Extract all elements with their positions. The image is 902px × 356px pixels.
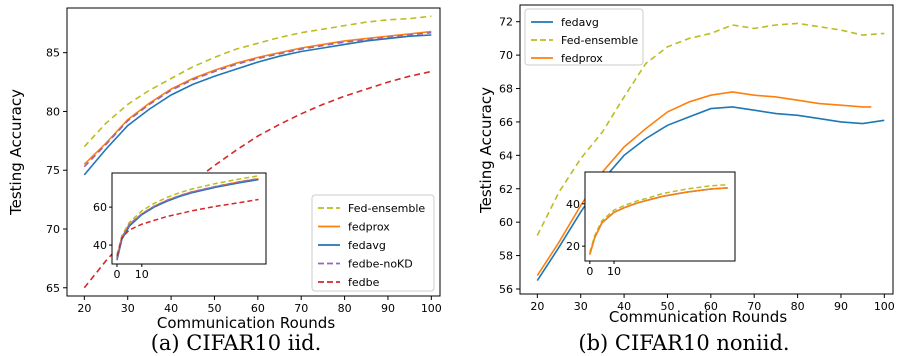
- chart-b-xlabel: Communication Rounds: [609, 308, 787, 326]
- chart-a-xtick-label: 80: [338, 302, 352, 315]
- chart-b-xtick-label: 20: [530, 300, 544, 313]
- chart-a-xtick-label: 90: [381, 302, 395, 315]
- chart-a-legend-label-fedprox: fedprox: [348, 221, 390, 234]
- chart-a-legend-label-fedavg: fedavg: [348, 239, 386, 252]
- chart-b-xtick-label: 80: [791, 300, 805, 313]
- chart-a-series-fedprox: [83, 30, 432, 165]
- chart-b-legend-label-fedavg: fedavg: [561, 16, 599, 29]
- chart-a-inset-xtick-label: 10: [135, 268, 149, 281]
- chart-a-frame: [66, 7, 441, 297]
- chart-b-inset: 0 10 20 40: [566, 171, 736, 278]
- chart-a-ytick-label: 65: [46, 282, 60, 295]
- chart-b-inset-series-fed-ensemble: [589, 183, 728, 253]
- chart-a-ylabel: Testing Accuracy: [7, 89, 25, 216]
- chart-a-legend-box: [311, 194, 435, 292]
- chart-b-inset-ytick-label: 20: [566, 240, 580, 253]
- chart-a-xtick-label: 70: [294, 302, 308, 315]
- chart-a-xtick-label: 20: [77, 302, 91, 315]
- chart-a-inset-ytick-label: 60: [93, 201, 107, 214]
- chart-b-ytick-label: 70: [499, 49, 513, 62]
- chart-b-xtick-label: 50: [660, 300, 674, 313]
- chart-a-inset-series-fedbe: [116, 198, 259, 257]
- chart-a-ytick-label: 70: [46, 223, 60, 236]
- chart-b-ytick-label: 64: [499, 149, 513, 162]
- chart-b-xtick-label: 90: [834, 300, 848, 313]
- chart-a-inset: 0 10 40 60: [93, 172, 267, 281]
- chart-b-inset-ytick-label: 40: [566, 198, 580, 211]
- chart-b-inset-xtick-label: 0: [586, 265, 593, 278]
- chart-a-series-fedavg: [83, 34, 432, 176]
- chart-b-xtick-label: 30: [574, 300, 588, 313]
- chart-b-ytick-label: 68: [499, 83, 513, 96]
- chart-b-xtick-label: 70: [747, 300, 761, 313]
- chart-a-ytick-label: 85: [46, 47, 60, 60]
- chart-b-legend-box: [524, 8, 644, 66]
- chart-b-caption: (b) CIFAR10 noniid.: [578, 331, 789, 355]
- chart-a-series-fed-ensemble: [83, 15, 432, 148]
- chart-a-ytick-label: 75: [46, 164, 60, 177]
- chart-b-ytick-label: 56: [499, 283, 513, 296]
- chart-a-inset-series-fedbe-nokd: [116, 177, 259, 259]
- chart-b-legend: fedavg Fed-ensemble fedprox: [524, 8, 644, 66]
- chart-a-xtick-label: 50: [207, 302, 221, 315]
- chart-b-ytick-label: 72: [499, 16, 513, 29]
- chart-b-legend-label-fed-ensemble: Fed-ensemble: [561, 34, 638, 47]
- chart-a-inset-series-fed-ensemble: [116, 175, 259, 255]
- chart-a-xtick-label: 100: [421, 302, 442, 315]
- chart-a-inset-ytick-label: 40: [93, 239, 107, 252]
- chart-a-xlabel: Communication Rounds: [157, 314, 335, 332]
- chart-a-caption: (a) CIFAR10 iid.: [151, 331, 322, 355]
- chart-a-xtick-label: 40: [164, 302, 178, 315]
- chart-a-legend: Fed-ensemble fedprox fedavg fedbe-noKD fedbe: [311, 194, 435, 292]
- chart-b-legend-label-fedprox: fedprox: [561, 52, 603, 65]
- chart-b-inset-xtick-label: 10: [607, 265, 621, 278]
- chart-b-xtick-label: 60: [704, 300, 718, 313]
- chart-a-legend-label-fed-ensemble: Fed-ensemble: [348, 202, 425, 215]
- chart-a-series-fedbe-nokd: [83, 31, 432, 168]
- chart-b-xtick-label: 100: [874, 300, 895, 313]
- chart-a-legend-label-fedbe-nokd: fedbe-noKD: [348, 258, 413, 271]
- chart-b-xtick-label: 40: [617, 300, 631, 313]
- chart-a-xtick-label: 30: [121, 302, 135, 315]
- chart-a-inset-xtick-label: 0: [113, 268, 120, 281]
- chart-b-ytick-label: 66: [499, 116, 513, 129]
- chart-a-inset-series-fedavg: [116, 178, 259, 261]
- chart-b-ytick-label: 62: [499, 183, 513, 196]
- chart-a-legend-label-fedbe: fedbe: [348, 276, 380, 289]
- chart-a-ytick-label: 80: [46, 105, 60, 118]
- chart-a-xtick-label: 60: [251, 302, 265, 315]
- chart-b-ytick-label: 60: [499, 216, 513, 229]
- chart-a-series-fedbe: [83, 70, 432, 289]
- chart-b-frame: [519, 4, 894, 295]
- chart-b-ytick-label: 58: [499, 250, 513, 263]
- chart-b-inset-series-fedprox: [589, 187, 728, 255]
- chart-b-series-fed-ensemble: [536, 22, 885, 236]
- chart-b-ylabel: Testing Accuracy: [477, 87, 495, 214]
